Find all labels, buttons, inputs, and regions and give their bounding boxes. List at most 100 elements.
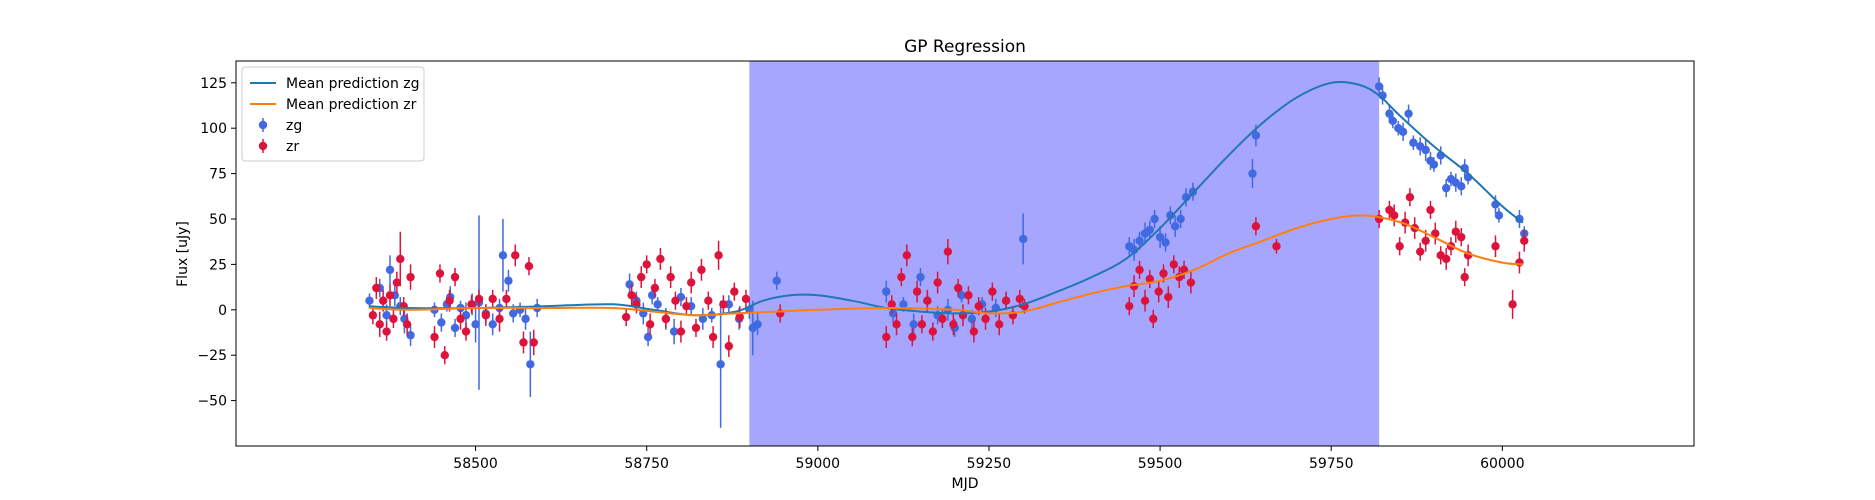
- data-point-zg: [643, 332, 653, 342]
- data-point-zr: [627, 291, 636, 300]
- data-point-zr: [735, 312, 744, 322]
- data-point-zr: [974, 301, 983, 311]
- data-point-zg: [1251, 131, 1261, 140]
- data-point-zg: [1494, 211, 1504, 220]
- data-point-zr: [897, 272, 906, 282]
- data-point-zr: [995, 320, 1004, 329]
- legend-label: zr: [286, 139, 299, 155]
- y-tick-label: −25: [197, 348, 227, 364]
- legend-box: [241, 66, 425, 162]
- data-point-zr: [488, 294, 497, 304]
- data-point-zr: [1431, 229, 1440, 238]
- data-point-zr: [686, 278, 696, 287]
- data-point-zr: [430, 332, 439, 342]
- y-tick-label: −50: [197, 394, 227, 410]
- x-tick-label: 59000: [796, 456, 841, 472]
- data-point-zr: [1145, 274, 1155, 284]
- data-point-zr: [1385, 205, 1394, 215]
- data-point-zg: [365, 296, 374, 305]
- data-point-zg: [498, 251, 508, 260]
- data-point-zr: [406, 272, 415, 282]
- data-point-zg: [772, 276, 781, 285]
- x-axis-title: MJD: [952, 476, 979, 492]
- data-point-zg: [526, 360, 535, 369]
- data-point-zr: [392, 278, 402, 287]
- series-zr: [368, 188, 1529, 365]
- data-point-zr: [923, 296, 932, 305]
- data-point-zr: [912, 287, 922, 296]
- plot-area: 58500 58750 59000 59250 59500 59750 60000 −50 −2…: [197, 60, 1695, 472]
- data-point-zr: [385, 291, 395, 300]
- data-point-zr: [1140, 296, 1150, 305]
- data-point-zg: [1388, 116, 1398, 126]
- data-point-zr: [529, 338, 538, 347]
- data-point-zr: [928, 327, 938, 336]
- data-point-zg: [957, 291, 966, 300]
- data-point-zr: [1154, 287, 1163, 296]
- data-point-zr: [882, 332, 891, 342]
- data-point-zr: [1159, 269, 1168, 278]
- data-point-zr: [902, 251, 912, 260]
- data-point-zg: [1155, 232, 1165, 242]
- data-point-zr: [481, 311, 491, 320]
- data-point-zr: [1015, 294, 1024, 304]
- legend-label: zg: [286, 118, 302, 134]
- data-point-zr: [1426, 205, 1435, 215]
- data-point-zg: [1442, 183, 1451, 193]
- data-point-zg: [1398, 127, 1408, 137]
- data-point-zr: [949, 320, 958, 329]
- chart-title: GP Regression: [904, 37, 1026, 57]
- data-point-zr: [724, 341, 734, 351]
- data-point-zg: [1385, 109, 1394, 118]
- data-point-zg: [967, 314, 977, 324]
- legend: Mean prediction zg Mean prediction zr zg zr: [241, 66, 425, 162]
- y-tick-label: 0: [218, 303, 227, 319]
- data-point-zr: [1515, 258, 1524, 267]
- data-point-zr: [1520, 236, 1529, 245]
- data-point-zg: [471, 320, 480, 329]
- data-point-zr: [467, 300, 476, 309]
- x-tick-label: 59250: [967, 456, 1012, 472]
- data-point-zr: [1389, 211, 1399, 220]
- data-point-zg: [450, 323, 460, 333]
- data-point-zr: [1415, 247, 1425, 256]
- data-point-zr: [495, 314, 504, 324]
- data-point-zg: [1166, 211, 1175, 220]
- data-point-zr: [637, 272, 646, 282]
- legend-label: Mean prediction zr: [286, 97, 417, 113]
- data-point-zg: [437, 318, 446, 327]
- data-point-zr: [656, 254, 665, 264]
- legend-marker-swatch: [258, 120, 268, 130]
- data-point-zr: [981, 314, 990, 324]
- data-point-zr: [1405, 193, 1415, 202]
- data-point-zg: [1404, 109, 1413, 118]
- data-point-zg: [385, 265, 395, 275]
- data-point-zr: [1125, 301, 1134, 311]
- data-point-zg: [899, 300, 908, 309]
- data-point-zr: [456, 314, 465, 324]
- data-point-zr: [445, 296, 454, 305]
- data-point-zg: [1421, 145, 1430, 155]
- x-tick-label: 59500: [1138, 456, 1183, 472]
- data-point-zr: [676, 327, 686, 336]
- data-point-zr: [474, 294, 484, 304]
- data-point-zr: [666, 272, 675, 282]
- data-point-zg: [753, 320, 762, 329]
- axes-frame: [235, 60, 1695, 447]
- data-point-zr: [1421, 236, 1430, 245]
- data-point-zr: [524, 262, 534, 271]
- y-tick-label: 125: [200, 76, 227, 92]
- data-point-zr: [1451, 227, 1460, 236]
- data-point-zr: [650, 283, 660, 293]
- legend-entry-mean-zg: Mean prediction zg: [250, 76, 420, 92]
- data-point-zg: [653, 300, 662, 309]
- data-point-zr: [1442, 254, 1451, 264]
- x-tick-label: 58500: [453, 456, 498, 472]
- data-point-zr: [682, 301, 691, 311]
- data-layer: [365, 61, 1529, 446]
- data-point-zg: [1135, 236, 1144, 245]
- data-point-zr: [461, 327, 471, 336]
- data-point-zr: [502, 294, 511, 304]
- data-point-zr: [964, 291, 973, 300]
- data-point-zr: [704, 296, 713, 305]
